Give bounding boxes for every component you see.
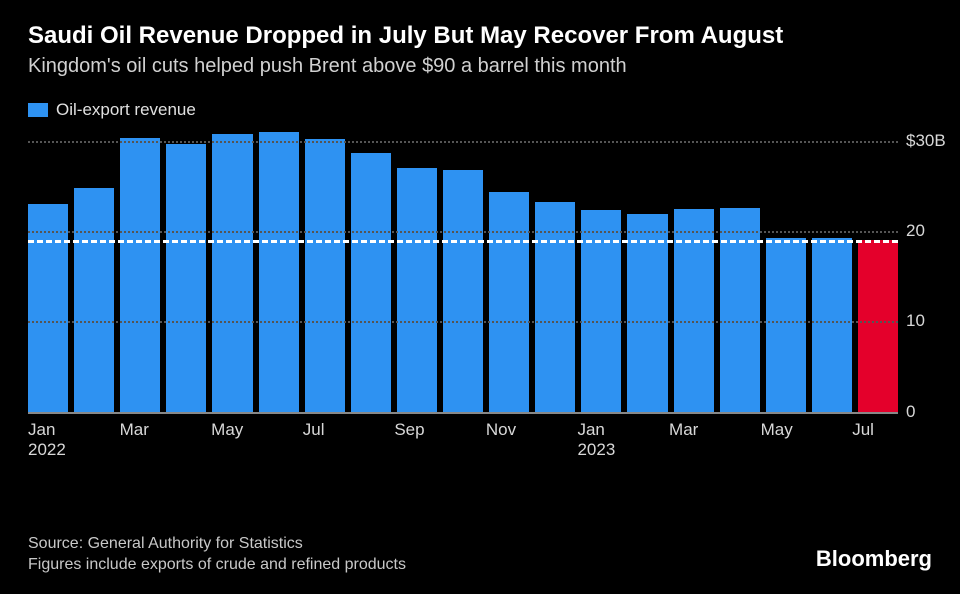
bar — [351, 153, 391, 412]
bar — [766, 238, 806, 411]
bar — [28, 204, 68, 412]
bar — [674, 209, 714, 412]
chart-title: Saudi Oil Revenue Dropped in July But Ma… — [28, 22, 932, 51]
bar — [443, 170, 483, 412]
note-text: Figures include exports of crude and ref… — [28, 555, 932, 576]
footer: Source: General Authority for Statistics… — [28, 534, 932, 576]
x-tick-label: Jan 2023 — [577, 420, 615, 461]
y-baseline — [28, 412, 898, 414]
bar-highlight — [858, 240, 898, 412]
plot: $30B20100 — [28, 132, 898, 412]
bar — [305, 139, 345, 412]
bar — [535, 202, 575, 412]
bar — [489, 192, 529, 411]
chart-subtitle: Kingdom's oil cuts helped push Brent abo… — [28, 55, 932, 78]
y-tick-label: $30B — [906, 131, 946, 151]
y-tick-label: 20 — [906, 221, 925, 241]
x-tick-label: Jul — [303, 420, 325, 440]
bar — [74, 188, 114, 412]
brand-logo: Bloomberg — [816, 546, 932, 572]
legend: Oil-export revenue — [28, 100, 932, 120]
y-gridline — [28, 231, 898, 233]
y-tick-label: 10 — [906, 311, 925, 331]
bar — [120, 138, 160, 412]
x-tick-label: May — [761, 420, 793, 440]
y-gridline — [28, 141, 898, 143]
bar — [812, 238, 852, 411]
x-tick-label: Sep — [394, 420, 424, 440]
x-tick-label: Jan 2022 — [28, 420, 66, 461]
bar — [259, 132, 299, 412]
chart-area: $30B20100 Jan 2022MarMayJulSepNovJan 202… — [28, 132, 932, 452]
x-tick-label: May — [211, 420, 243, 440]
source-text: Source: General Authority for Statistics — [28, 534, 932, 555]
legend-label: Oil-export revenue — [56, 100, 196, 120]
legend-swatch — [28, 103, 48, 117]
x-tick-label: Jul — [852, 420, 874, 440]
y-tick-label: 0 — [906, 402, 915, 422]
bar — [720, 208, 760, 412]
bar — [627, 214, 667, 412]
bars-container — [28, 132, 898, 412]
x-tick-label: Mar — [120, 420, 149, 440]
x-axis: Jan 2022 Mar May Jul Sep Nov Jan 2023 Mar May Jul — [28, 420, 898, 460]
x-tick-label: Nov — [486, 420, 516, 440]
bar — [212, 134, 252, 412]
reference-line — [28, 240, 898, 243]
bar — [397, 168, 437, 412]
bar — [166, 144, 206, 411]
y-gridline — [28, 321, 898, 323]
x-tick-label: Mar — [669, 420, 698, 440]
